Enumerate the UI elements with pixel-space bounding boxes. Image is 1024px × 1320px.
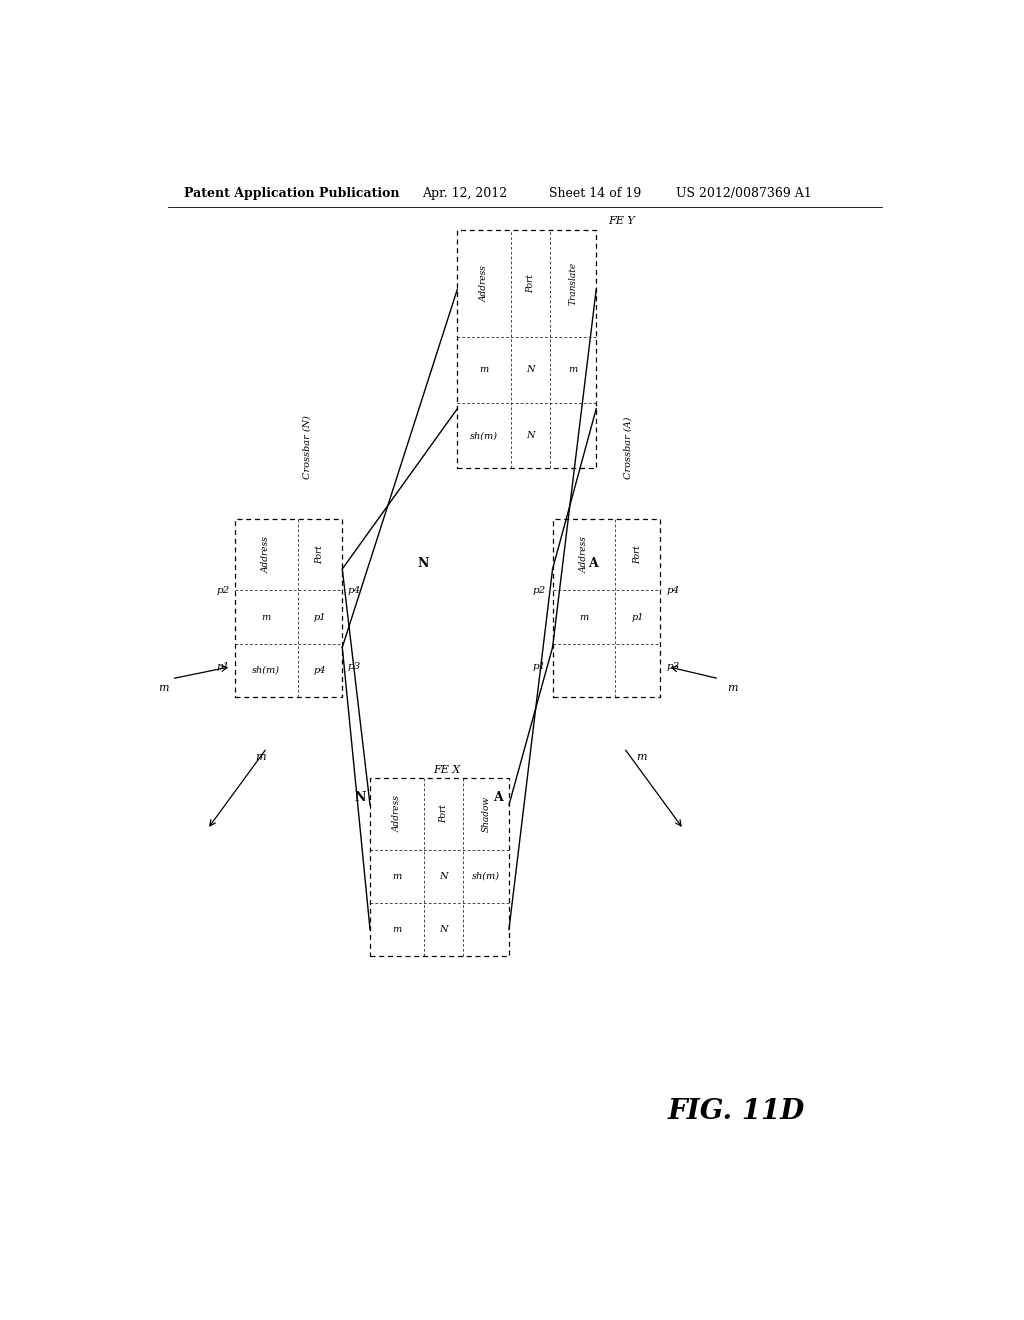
Bar	[553, 519, 659, 697]
Text: m: m	[580, 612, 589, 622]
Text: p4: p4	[666, 586, 679, 595]
Text: A: A	[588, 557, 598, 570]
Text: p4: p4	[348, 586, 361, 595]
Text: Port: Port	[439, 805, 447, 824]
Text: Shadow: Shadow	[481, 796, 490, 832]
Text: m: m	[636, 752, 646, 762]
Text: FE Y: FE Y	[608, 216, 635, 227]
Text: p1: p1	[216, 663, 229, 671]
Text: Crossbar (A): Crossbar (A)	[624, 416, 633, 479]
Text: Address: Address	[480, 265, 488, 302]
Text: m: m	[392, 925, 401, 935]
Text: p2: p2	[216, 586, 229, 595]
Text: Translate: Translate	[568, 261, 578, 305]
Text: N: N	[526, 366, 535, 375]
Text: Address: Address	[392, 796, 401, 833]
Text: Address: Address	[580, 536, 589, 573]
Text: p3: p3	[666, 663, 679, 671]
Text: sh(m): sh(m)	[472, 871, 500, 880]
Text: Crossbar (N): Crossbar (N)	[302, 414, 311, 479]
Text: sh(m): sh(m)	[252, 665, 281, 675]
Text: Patent Application Publication: Patent Application Publication	[183, 187, 399, 201]
Text: Port: Port	[526, 273, 536, 293]
Text: Sheet 14 of 19: Sheet 14 of 19	[549, 187, 641, 201]
Text: m: m	[158, 682, 169, 693]
Text: p1: p1	[532, 663, 546, 671]
Text: sh(m): sh(m)	[470, 432, 499, 440]
Text: p2: p2	[532, 586, 546, 595]
Text: m: m	[479, 366, 489, 375]
Text: N: N	[439, 871, 447, 880]
Text: Address: Address	[262, 536, 271, 573]
Text: N: N	[439, 925, 447, 935]
Text: m: m	[727, 682, 737, 693]
Text: FIG. 11D: FIG. 11D	[668, 1098, 805, 1125]
Text: Port: Port	[315, 545, 325, 564]
Text: m: m	[262, 612, 271, 622]
Text: m: m	[568, 366, 578, 375]
Bar	[370, 779, 509, 956]
Text: p3: p3	[348, 663, 361, 671]
Text: m: m	[392, 871, 401, 880]
Text: N: N	[354, 791, 366, 804]
Text: p1: p1	[631, 612, 644, 622]
Text: N: N	[418, 557, 429, 570]
Text: p4: p4	[313, 665, 327, 675]
Text: Port: Port	[633, 545, 642, 564]
Text: FE X: FE X	[433, 766, 461, 775]
Text: US 2012/0087369 A1: US 2012/0087369 A1	[676, 187, 811, 201]
Bar	[236, 519, 342, 697]
Text: p1: p1	[313, 612, 327, 622]
Text: m: m	[255, 752, 265, 762]
Bar	[458, 230, 596, 469]
Text: Apr. 12, 2012: Apr. 12, 2012	[422, 187, 507, 201]
Text: N: N	[526, 432, 535, 440]
Text: A: A	[494, 791, 503, 804]
